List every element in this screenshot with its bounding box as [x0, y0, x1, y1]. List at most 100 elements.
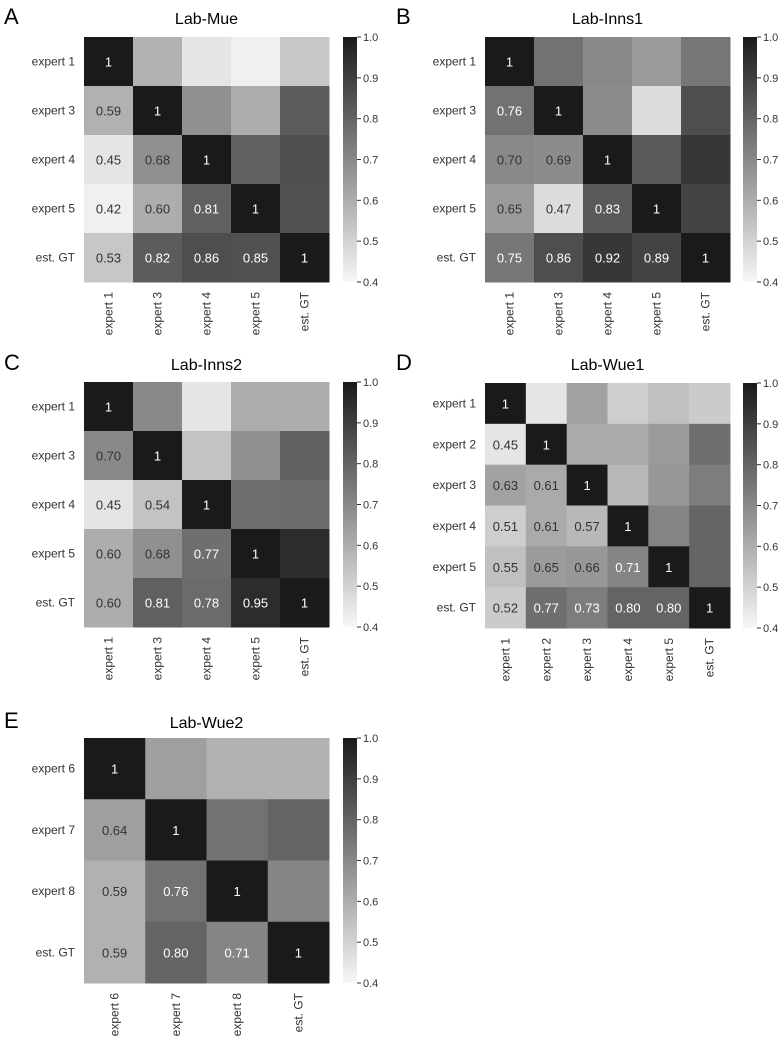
cell-value-label: 0.68 — [145, 153, 170, 168]
heatmap-cell — [525, 505, 568, 547]
cell-value-label: 0.47 — [546, 202, 571, 217]
colorbar-tick-label: 0.4 — [363, 277, 378, 289]
cell-value-label: 0.45 — [96, 153, 121, 168]
heatmap-cell — [145, 921, 207, 984]
heatmap-cell — [267, 799, 330, 861]
heatmap-cell — [206, 860, 269, 923]
cell-value-label: 0.55 — [493, 560, 518, 575]
heatmap-cell — [648, 464, 690, 506]
heatmap-cell — [689, 464, 731, 506]
panel-letter: E — [4, 708, 19, 733]
heatmap-cell — [84, 233, 134, 283]
heatmap-cell — [485, 587, 527, 629]
heatmap-cell — [182, 233, 232, 283]
heatmap-cell — [231, 529, 281, 579]
heatmap-cell — [566, 423, 608, 466]
y-tick-label: expert 8 — [32, 884, 76, 898]
x-tick-label: expert 1 — [498, 638, 512, 682]
heatmap-panel-e: E Lab-Wue2 1 0.64 1 0.59 0.76 1 0.59 0.80 0.71 1 exp… — [4, 708, 378, 1036]
x-tick-label: expert 4 — [601, 292, 615, 336]
heatmap-cell — [534, 135, 584, 185]
heatmap-cell — [681, 37, 731, 87]
cell-value-label: 0.57 — [574, 519, 599, 534]
heatmap-cell — [583, 184, 633, 234]
colorbar-tick-label: 0.5 — [363, 236, 378, 248]
cell-value-label: 0.65 — [534, 560, 559, 575]
heatmap-cell — [84, 799, 146, 861]
colorbar-tick-label: 0.7 — [763, 155, 778, 167]
heatmap-cell — [485, 184, 535, 234]
heatmap-cell — [583, 233, 633, 283]
y-tick-label: expert 5 — [433, 560, 477, 574]
heatmap-cell — [182, 382, 232, 432]
heatmap-cell — [566, 546, 608, 588]
cell-value-label: 1 — [105, 55, 112, 70]
cell-value-label: 1 — [706, 601, 713, 616]
colorbar-tick-label: 1.0 — [363, 32, 378, 44]
cell-value-label: 0.81 — [194, 202, 219, 217]
heatmap-cell — [133, 135, 183, 185]
cell-value-label: 1 — [252, 547, 259, 562]
heatmap-cell — [182, 86, 232, 136]
heatmap-cell — [534, 233, 584, 283]
y-tick-label: expert 1 — [32, 400, 76, 414]
heatmap-cell — [485, 37, 535, 87]
cell-value-label: 0.86 — [194, 251, 219, 266]
colorbar-tick-label: 0.4 — [763, 277, 778, 289]
y-tick-label: est. GT — [36, 596, 76, 610]
heatmap-cell — [689, 587, 731, 629]
colorbar-tick-label: 0.5 — [763, 236, 778, 248]
cell-value-label: 0.60 — [96, 596, 121, 611]
cell-value-label: 1 — [295, 945, 302, 960]
heatmap-cell — [681, 135, 731, 185]
heatmap-cell — [566, 587, 608, 629]
cell-value-label: 0.77 — [534, 601, 559, 616]
cell-value-label: 0.66 — [574, 560, 599, 575]
cell-value-label: 1 — [502, 396, 509, 411]
heatmap-panel-c: C Lab-Inns2 1 0.70 1 0.45 0.54 1 0.60 0.68 0.77 1 0.… — [4, 350, 378, 680]
cell-value-label: 0.89 — [644, 251, 669, 266]
cell-value-label: 1 — [154, 449, 161, 464]
heatmap-cell — [231, 431, 281, 481]
heatmap-cell — [648, 505, 690, 547]
cell-value-label: 1 — [506, 55, 513, 70]
heatmap-cell — [133, 86, 183, 136]
x-tick-label: expert 3 — [580, 638, 594, 682]
colorbar-tick-label: 0.7 — [363, 856, 378, 868]
cell-value-label: 0.73 — [574, 601, 599, 616]
heatmap-cell — [231, 37, 281, 87]
colorbar-tick-label: 0.9 — [763, 73, 778, 85]
heatmap-cell — [84, 529, 134, 579]
heatmap-cell — [206, 738, 269, 800]
colorbar-tick-label: 0.5 — [363, 937, 378, 949]
heatmap-cell — [182, 480, 232, 530]
y-tick-label: est. GT — [36, 251, 76, 265]
cell-value-label: 0.80 — [615, 601, 640, 616]
x-tick-label: est. GT — [699, 291, 713, 331]
heatmap-cell — [632, 37, 682, 87]
colorbar-tick-label: 1.0 — [363, 733, 378, 745]
heatmap-cell — [206, 799, 269, 861]
heatmap-cell — [231, 233, 281, 283]
cell-value-label: 0.54 — [145, 498, 170, 513]
heatmap-cell — [267, 921, 330, 984]
heatmap-cell — [681, 233, 731, 283]
heatmap-cell — [182, 529, 232, 579]
x-tick-label: est. GT — [703, 637, 717, 677]
cell-value-label: 0.61 — [534, 478, 559, 493]
heatmap-cell — [534, 37, 584, 87]
panel-letter: C — [4, 350, 20, 375]
y-tick-label: expert 5 — [32, 202, 76, 216]
heatmap-cell — [485, 464, 527, 506]
panel-letter: A — [4, 4, 19, 29]
cell-value-label: 0.76 — [497, 104, 522, 119]
heatmap-cell — [607, 383, 649, 425]
cell-value-label: 1 — [624, 519, 631, 534]
cell-value-label: 0.42 — [96, 202, 121, 217]
colorbar-tick-label: 0.4 — [763, 623, 778, 635]
cell-value-label: 0.45 — [96, 498, 121, 513]
cell-value-label: 0.45 — [493, 437, 518, 452]
y-tick-label: expert 1 — [32, 55, 76, 69]
